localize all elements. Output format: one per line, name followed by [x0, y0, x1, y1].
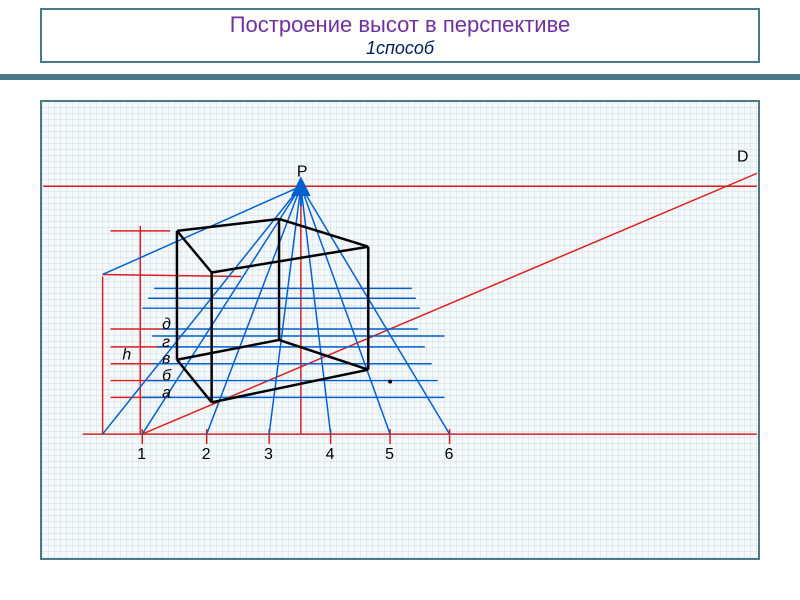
- num-2: 2: [202, 446, 211, 463]
- red-line-4: [103, 274, 242, 276]
- vletter-1: б: [162, 368, 172, 385]
- title-block: Построение высот в перспективе 1способ: [40, 8, 760, 63]
- cube-edge-8: [177, 231, 212, 273]
- vletter-2: в: [162, 351, 170, 368]
- num-1: 1: [137, 446, 146, 463]
- label-h: h: [122, 347, 131, 364]
- marker-dot: [388, 380, 392, 384]
- num-5: 5: [385, 446, 394, 463]
- cube-edge-3: [177, 340, 279, 360]
- label-D: D: [737, 148, 748, 165]
- num-4: 4: [326, 446, 335, 463]
- title-line2: 1способ: [44, 38, 756, 59]
- title-line1: Построение высот в перспективе: [44, 12, 756, 38]
- red-line-2: [142, 173, 757, 434]
- slide: Построение высот в перспективе 1способ P…: [0, 0, 800, 600]
- perspective-svg: P D 1 2 3 4 5 6 h абвгд: [42, 102, 758, 558]
- num-3: 3: [264, 446, 273, 463]
- vletter-4: д: [162, 316, 171, 333]
- num-6: 6: [445, 446, 454, 463]
- drawing-area: P D 1 2 3 4 5 6 h абвгд: [40, 100, 760, 560]
- vletter-3: г: [162, 334, 170, 351]
- title-rule: [0, 74, 800, 80]
- vletter-0: а: [162, 384, 171, 401]
- cube-edge-11: [177, 219, 279, 231]
- label-P: P: [297, 163, 308, 180]
